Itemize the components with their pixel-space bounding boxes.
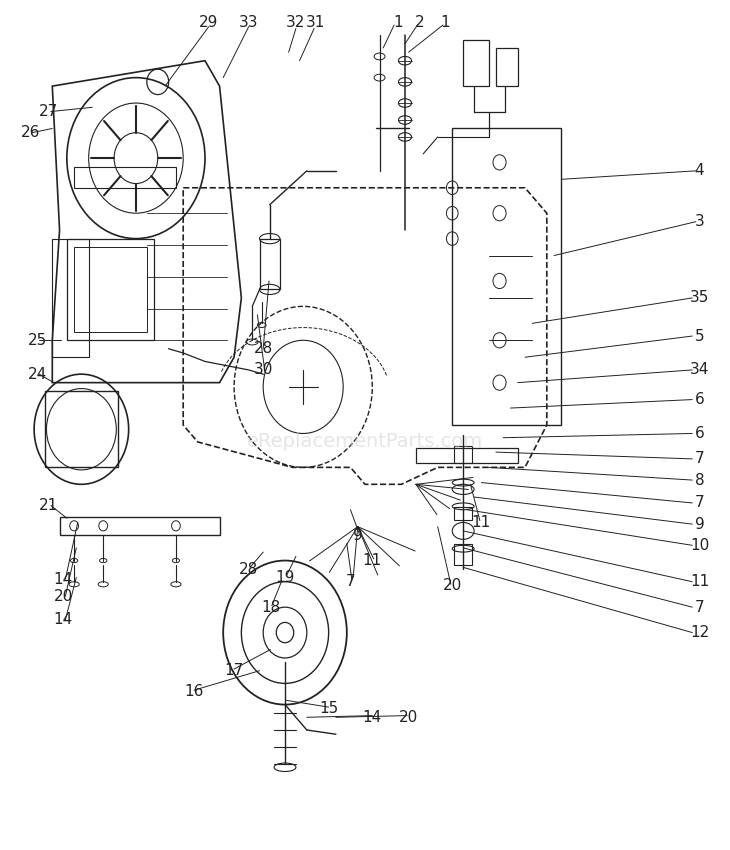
- Text: 11: 11: [472, 515, 491, 530]
- Bar: [67, 239, 154, 340]
- Text: 16: 16: [185, 684, 204, 700]
- Bar: [416, 448, 518, 463]
- Text: 19: 19: [275, 570, 295, 585]
- Bar: [74, 247, 147, 332]
- Text: 7: 7: [695, 599, 704, 615]
- Text: 11: 11: [363, 553, 382, 568]
- Text: 21: 21: [39, 498, 58, 513]
- Text: 8: 8: [695, 473, 704, 488]
- Bar: [45, 391, 118, 468]
- Bar: [455, 446, 472, 463]
- Text: 25: 25: [28, 333, 47, 348]
- Bar: [53, 239, 88, 357]
- Text: 31: 31: [306, 15, 326, 30]
- Text: 34: 34: [690, 362, 710, 377]
- Bar: [455, 507, 472, 520]
- Text: 10: 10: [690, 538, 709, 552]
- Text: 32: 32: [286, 15, 306, 30]
- Text: 35: 35: [690, 291, 710, 305]
- Text: 33: 33: [239, 15, 258, 30]
- Text: 12: 12: [690, 625, 709, 640]
- Text: 9: 9: [695, 517, 704, 531]
- Bar: [60, 517, 220, 536]
- Text: 18: 18: [261, 599, 280, 615]
- Text: 3: 3: [695, 214, 704, 230]
- Text: 20: 20: [442, 579, 462, 593]
- Text: 24: 24: [28, 366, 47, 382]
- Text: 14: 14: [53, 572, 73, 586]
- Text: 7: 7: [345, 575, 356, 589]
- Text: 1: 1: [440, 15, 450, 30]
- Text: 2: 2: [415, 15, 424, 30]
- Text: 6: 6: [695, 392, 704, 407]
- Text: 11: 11: [690, 575, 709, 589]
- Text: 5: 5: [695, 329, 704, 343]
- Text: 28: 28: [253, 341, 273, 356]
- Text: eReplacementParts.com: eReplacementParts.com: [247, 433, 483, 451]
- Text: 4: 4: [695, 163, 704, 178]
- Text: 7: 7: [695, 451, 704, 467]
- Text: 7: 7: [695, 496, 704, 511]
- Text: 26: 26: [20, 125, 40, 140]
- Bar: [496, 48, 518, 86]
- Text: 15: 15: [319, 701, 338, 717]
- Text: 29: 29: [199, 15, 218, 30]
- Text: 1: 1: [393, 15, 402, 30]
- Bar: [455, 544, 472, 564]
- Bar: [453, 128, 561, 425]
- Text: 20: 20: [53, 589, 73, 604]
- Bar: [463, 39, 488, 86]
- Text: 28: 28: [239, 562, 258, 576]
- Text: 20: 20: [399, 710, 418, 725]
- Text: 30: 30: [253, 362, 273, 377]
- Text: 6: 6: [695, 426, 704, 441]
- Text: 14: 14: [363, 710, 382, 725]
- Text: 17: 17: [225, 663, 244, 678]
- Text: 14: 14: [53, 612, 73, 627]
- Bar: [74, 167, 176, 188]
- Bar: [260, 239, 280, 290]
- Text: 9: 9: [353, 528, 363, 542]
- Text: 27: 27: [39, 104, 58, 119]
